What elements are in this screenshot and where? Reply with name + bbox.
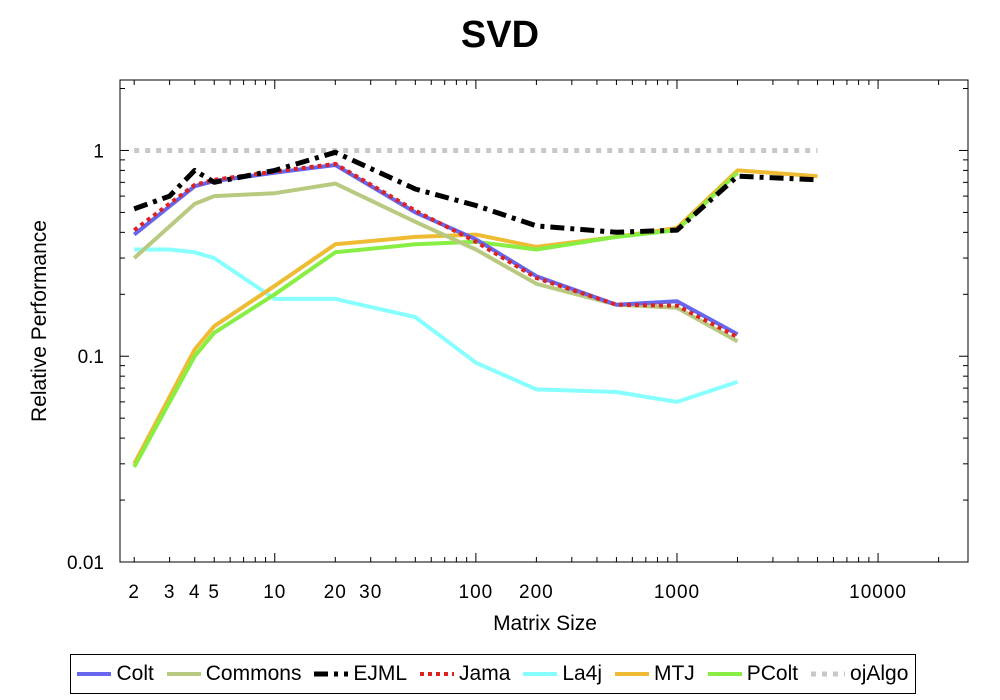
- legend-swatch-colt: [77, 672, 112, 676]
- axis-ticks: 2 3 4 5 10 20 30 100 200 1000 10000 0.01 0.1 1: [67, 80, 968, 603]
- chart-plot: 2 3 4 5 10 20 30 100 200 1000 10000 0.01 0.1 1 Matrix…: [28, 79, 969, 635]
- legend-swatch-pcolt: [707, 672, 742, 676]
- legend-swatch-ojalgo: [811, 671, 846, 677]
- legend-label-colt: Colt: [116, 662, 154, 685]
- x-tick-label: 2: [128, 582, 140, 603]
- y-tick-label: 0.01: [67, 553, 104, 574]
- x-tick-label: 3: [164, 582, 176, 603]
- legend-swatch-ejml: [314, 671, 349, 677]
- x-tick-label: 1000: [654, 582, 700, 603]
- y-tick-label: 1: [93, 141, 104, 162]
- legend-swatch-la4j: [523, 672, 558, 676]
- legend-label-commons: Commons: [205, 662, 302, 685]
- legend-item-jama: Jama: [420, 662, 510, 686]
- legend-swatch-mtj: [614, 672, 649, 676]
- x-tick-label: 10000: [849, 582, 907, 603]
- legend-item-commons: Commons: [166, 662, 302, 686]
- x-tick-label: 4: [189, 582, 201, 603]
- x-tick-label: 200: [519, 582, 554, 603]
- series-line-pcolt: [132, 171, 739, 468]
- series-line-jama: [133, 161, 739, 339]
- plot-area-frame: [119, 79, 969, 563]
- legend-label-ejml: EJML: [353, 662, 408, 685]
- legend-item-mtj: MTJ: [614, 662, 695, 686]
- legend-item-colt: Colt: [77, 662, 154, 686]
- legend-label-la4j: La4j: [562, 662, 603, 685]
- series-line-la4j: [134, 247, 739, 404]
- chart-title: SVD: [460, 14, 540, 56]
- legend-label-mtj: MTJ: [653, 662, 695, 685]
- series-lines: [132, 148, 818, 468]
- y-tick-label: 0.1: [78, 347, 104, 368]
- legend-swatch-jama: [420, 672, 455, 676]
- legend-label-jama: Jama: [459, 662, 511, 685]
- x-tick-label: 5: [208, 582, 220, 603]
- x-axis-label: Matrix Size: [493, 612, 597, 635]
- chart-legend: Colt Commons EJML Jama La4j MTJ PColt ojAlgo: [70, 654, 916, 694]
- legend-item-pcolt: PColt: [707, 662, 799, 686]
- x-tick-label: 10: [263, 582, 286, 603]
- legend-label-ojalgo: ojAlgo: [850, 662, 909, 685]
- x-tick-label: 20: [324, 582, 347, 603]
- legend-item-ejml: EJML: [314, 662, 407, 686]
- series-line-colt: [132, 163, 739, 336]
- legend-item-la4j: La4j: [523, 662, 602, 686]
- x-tick-label: 100: [459, 582, 494, 603]
- legend-item-ojalgo: ojAlgo: [811, 662, 908, 686]
- legend-swatch-commons: [166, 672, 201, 676]
- y-axis-label: Relative Performance: [28, 220, 51, 422]
- legend-label-pcolt: PColt: [746, 662, 799, 685]
- series-line-ejml: [133, 149, 818, 235]
- x-tick-label: 30: [359, 582, 382, 603]
